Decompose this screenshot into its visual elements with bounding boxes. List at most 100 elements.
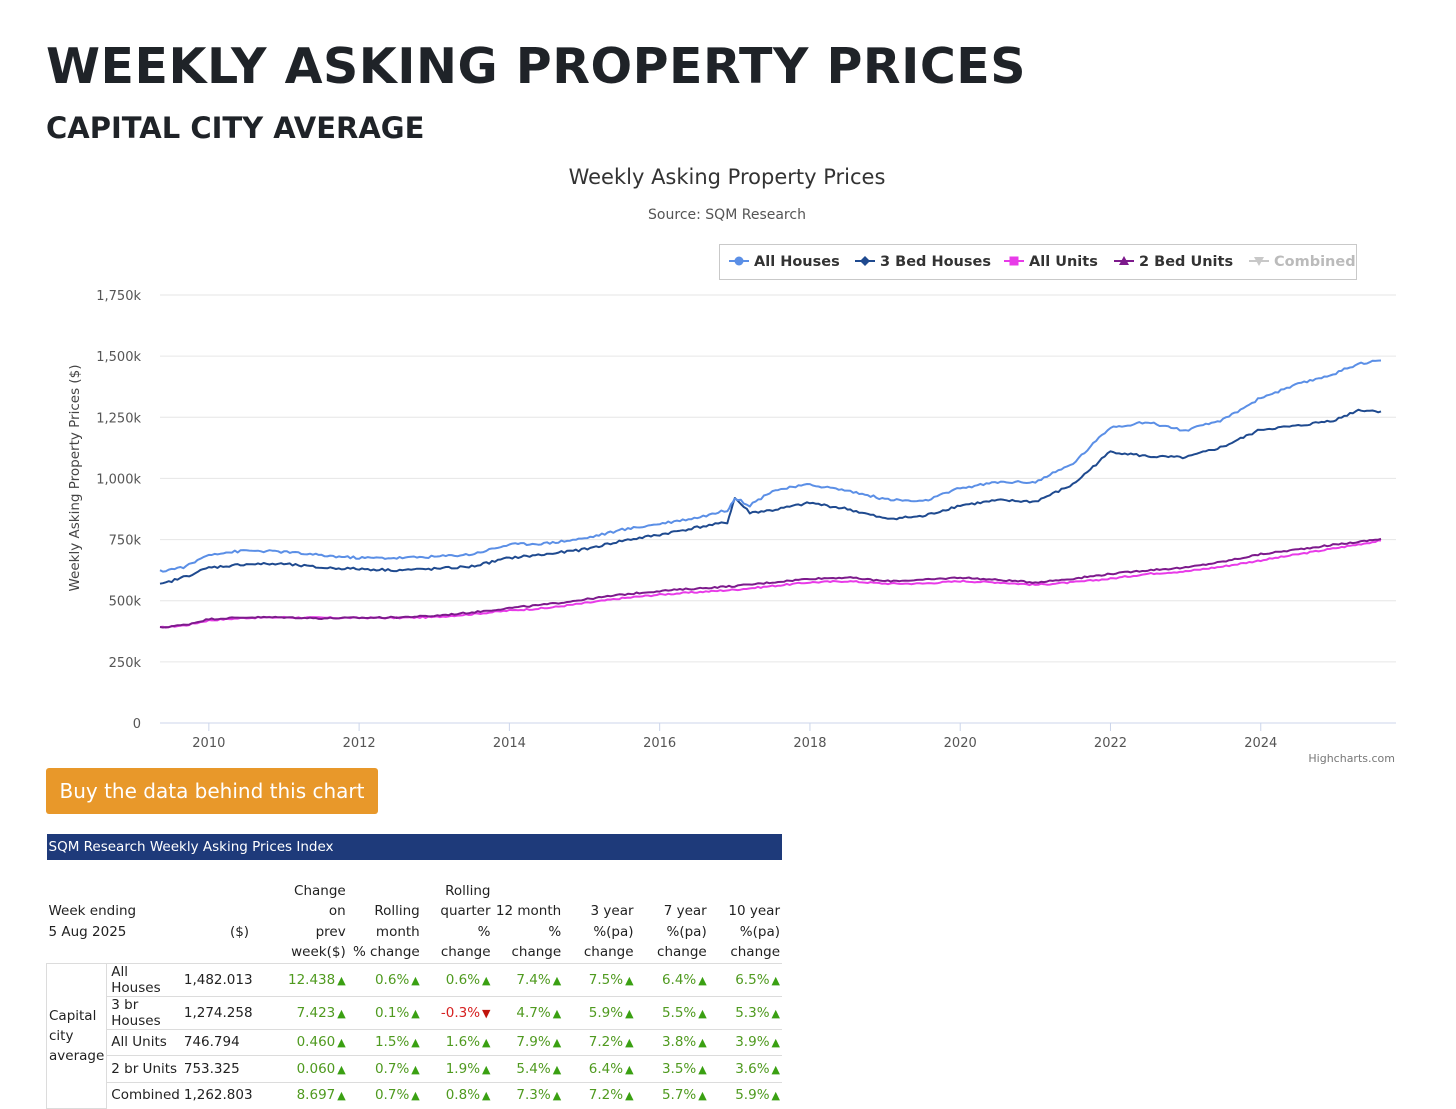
change-value: 12.438 xyxy=(288,971,336,988)
y-tick-label: 1,250k xyxy=(96,411,141,426)
change-cell: 0.7% ▲ xyxy=(347,1081,422,1108)
legend-item-combined[interactable]: Combined xyxy=(1274,254,1356,270)
x-tick-label: 2010 xyxy=(192,736,225,751)
arrow-up-icon: ▲ xyxy=(771,1006,780,1020)
change-value: 7.423 xyxy=(296,1004,336,1021)
x-tick-label: 2016 xyxy=(643,736,676,751)
y-tick-label: 0 xyxy=(133,717,141,732)
currency-header: ($) xyxy=(229,923,250,940)
change-cell: 7.4% ▲ xyxy=(492,962,564,996)
arrow-down-icon: ▼ xyxy=(482,1006,491,1020)
arrow-up-icon: ▲ xyxy=(552,973,562,987)
arrow-up-icon: ▲ xyxy=(552,1089,562,1103)
row-price: 1,262.803 xyxy=(181,1081,280,1108)
column-header-line: Rolling xyxy=(374,903,420,919)
series-line-bed3_houses[interactable] xyxy=(159,408,1382,585)
series-line-all_units[interactable] xyxy=(159,539,1382,629)
change-value: 7.5% xyxy=(588,971,624,988)
change-cell: 7.423 ▲ xyxy=(279,995,348,1029)
column-header-line: on xyxy=(328,903,346,919)
change-value: 6.5% xyxy=(735,971,770,988)
week-label: Week ending xyxy=(48,903,137,919)
change-cell: 7.2% ▲ xyxy=(563,1081,636,1108)
arrow-up-icon: ▲ xyxy=(337,1006,346,1020)
arrow-up-icon: ▲ xyxy=(337,973,346,987)
change-cell: 3.8% ▲ xyxy=(635,1028,709,1056)
legend-item-all_units[interactable]: All Units xyxy=(1029,254,1098,270)
change-cell: 0.1% ▲ xyxy=(347,995,422,1029)
change-cell: 8.697 ▲ xyxy=(279,1081,348,1108)
series-line-all_houses[interactable] xyxy=(159,359,1382,573)
arrow-up-icon: ▲ xyxy=(552,1006,562,1020)
legend-item-bed3_houses[interactable]: 3 Bed Houses xyxy=(880,254,991,270)
arrow-up-icon: ▲ xyxy=(625,1089,634,1103)
change-cell: 0.7% ▲ xyxy=(347,1055,422,1082)
column-header: Rolling quarter % change xyxy=(422,860,493,963)
row-group-label-line: city xyxy=(49,1027,74,1044)
change-value: 1.5% xyxy=(374,1034,410,1051)
change-cell: 5.5% ▲ xyxy=(635,995,709,1029)
column-header-line: 10 year xyxy=(728,903,780,919)
change-value: 5.3% xyxy=(735,1004,770,1021)
row-label: All Units xyxy=(106,1028,182,1056)
column-header: 10 year %(pa) change xyxy=(709,860,782,963)
change-value: 0.060 xyxy=(296,1060,336,1077)
index-table: SQM Research Weekly Asking Prices Index … xyxy=(45,834,782,1109)
table-row: 3 br Houses 1,274.258 7.423 ▲ 0.1% ▲ -0.3% ▼ 4.7… xyxy=(47,995,782,1029)
change-cell: 5.4% ▲ xyxy=(492,1055,564,1082)
legend[interactable]: All Houses 3 Bed Houses All Units 2 Bed Uni… xyxy=(719,244,1357,280)
arrow-up-icon: ▲ xyxy=(771,973,780,987)
arrow-up-icon: ▲ xyxy=(625,1062,634,1076)
row-label: 3 br Houses xyxy=(106,995,182,1029)
change-value: 7.2% xyxy=(588,1034,624,1051)
series-line-bed2_units[interactable] xyxy=(159,537,1382,629)
column-header-line: month xyxy=(375,923,420,940)
arrow-up-icon: ▲ xyxy=(411,1089,420,1103)
column-header-line: change xyxy=(583,944,634,960)
change-value: 6.4% xyxy=(661,971,697,988)
table-caption: SQM Research Weekly Asking Prices Index xyxy=(46,834,782,860)
legend-item-all_houses[interactable]: All Houses xyxy=(754,254,840,270)
change-value: 0.8% xyxy=(445,1087,481,1104)
arrow-up-icon: ▲ xyxy=(625,1006,634,1020)
row-group-label-line: Capital xyxy=(49,1007,97,1024)
arrow-up-icon: ▲ xyxy=(698,1089,707,1103)
change-cell: 6.5% ▲ xyxy=(708,962,782,996)
arrow-up-icon: ▲ xyxy=(482,1062,491,1076)
column-header-line: prev xyxy=(315,923,346,940)
change-value: 0.460 xyxy=(296,1034,336,1051)
change-value: 0.7% xyxy=(374,1060,410,1077)
arrow-up-icon: ▲ xyxy=(411,1036,420,1050)
legend-marker-bed3_houses xyxy=(860,256,870,266)
change-value: 6.4% xyxy=(588,1060,624,1077)
change-cell: 1.5% ▲ xyxy=(347,1028,422,1056)
change-value: 5.5% xyxy=(661,1004,697,1021)
arrow-up-icon: ▲ xyxy=(411,1006,420,1020)
row-group-label-line: average xyxy=(49,1047,105,1064)
arrow-up-icon: ▲ xyxy=(411,1062,420,1076)
change-value: 3.8% xyxy=(661,1034,697,1051)
change-value: 4.7% xyxy=(516,1004,551,1021)
column-header-line: 12 month xyxy=(495,903,562,919)
y-tick-label: 1,000k xyxy=(96,472,141,487)
change-cell: 5.3% ▲ xyxy=(708,995,782,1029)
x-tick-label: 2020 xyxy=(944,736,977,751)
change-value: 7.4% xyxy=(516,971,551,988)
x-tick-label: 2012 xyxy=(343,736,376,751)
column-header-line: %(pa) xyxy=(666,923,707,940)
change-value: 5.9% xyxy=(588,1004,624,1021)
change-cell: 12.438 ▲ xyxy=(279,962,348,996)
change-value: 0.1% xyxy=(374,1004,410,1021)
change-cell: 7.2% ▲ xyxy=(563,1028,636,1056)
legend-item-bed2_units[interactable]: 2 Bed Units xyxy=(1139,254,1233,270)
column-header: Rolling month % change xyxy=(348,860,422,963)
arrow-up-icon: ▲ xyxy=(625,1036,634,1050)
y-axis-label: Weekly Asking Property Prices ($) xyxy=(67,364,83,591)
buy-data-button[interactable]: Buy the data behind this chart xyxy=(46,768,378,814)
arrow-up-icon: ▲ xyxy=(337,1036,346,1050)
change-value: 5.7% xyxy=(661,1087,697,1104)
change-cell: 1.9% ▲ xyxy=(421,1055,493,1082)
y-axis-ticks: 0 250k 500k 750k 1,000k 1,250k 1,500k 1,750k xyxy=(96,289,141,732)
highcharts-credit[interactable]: Highcharts.com xyxy=(1308,752,1395,765)
change-value: 7.2% xyxy=(588,1087,624,1104)
